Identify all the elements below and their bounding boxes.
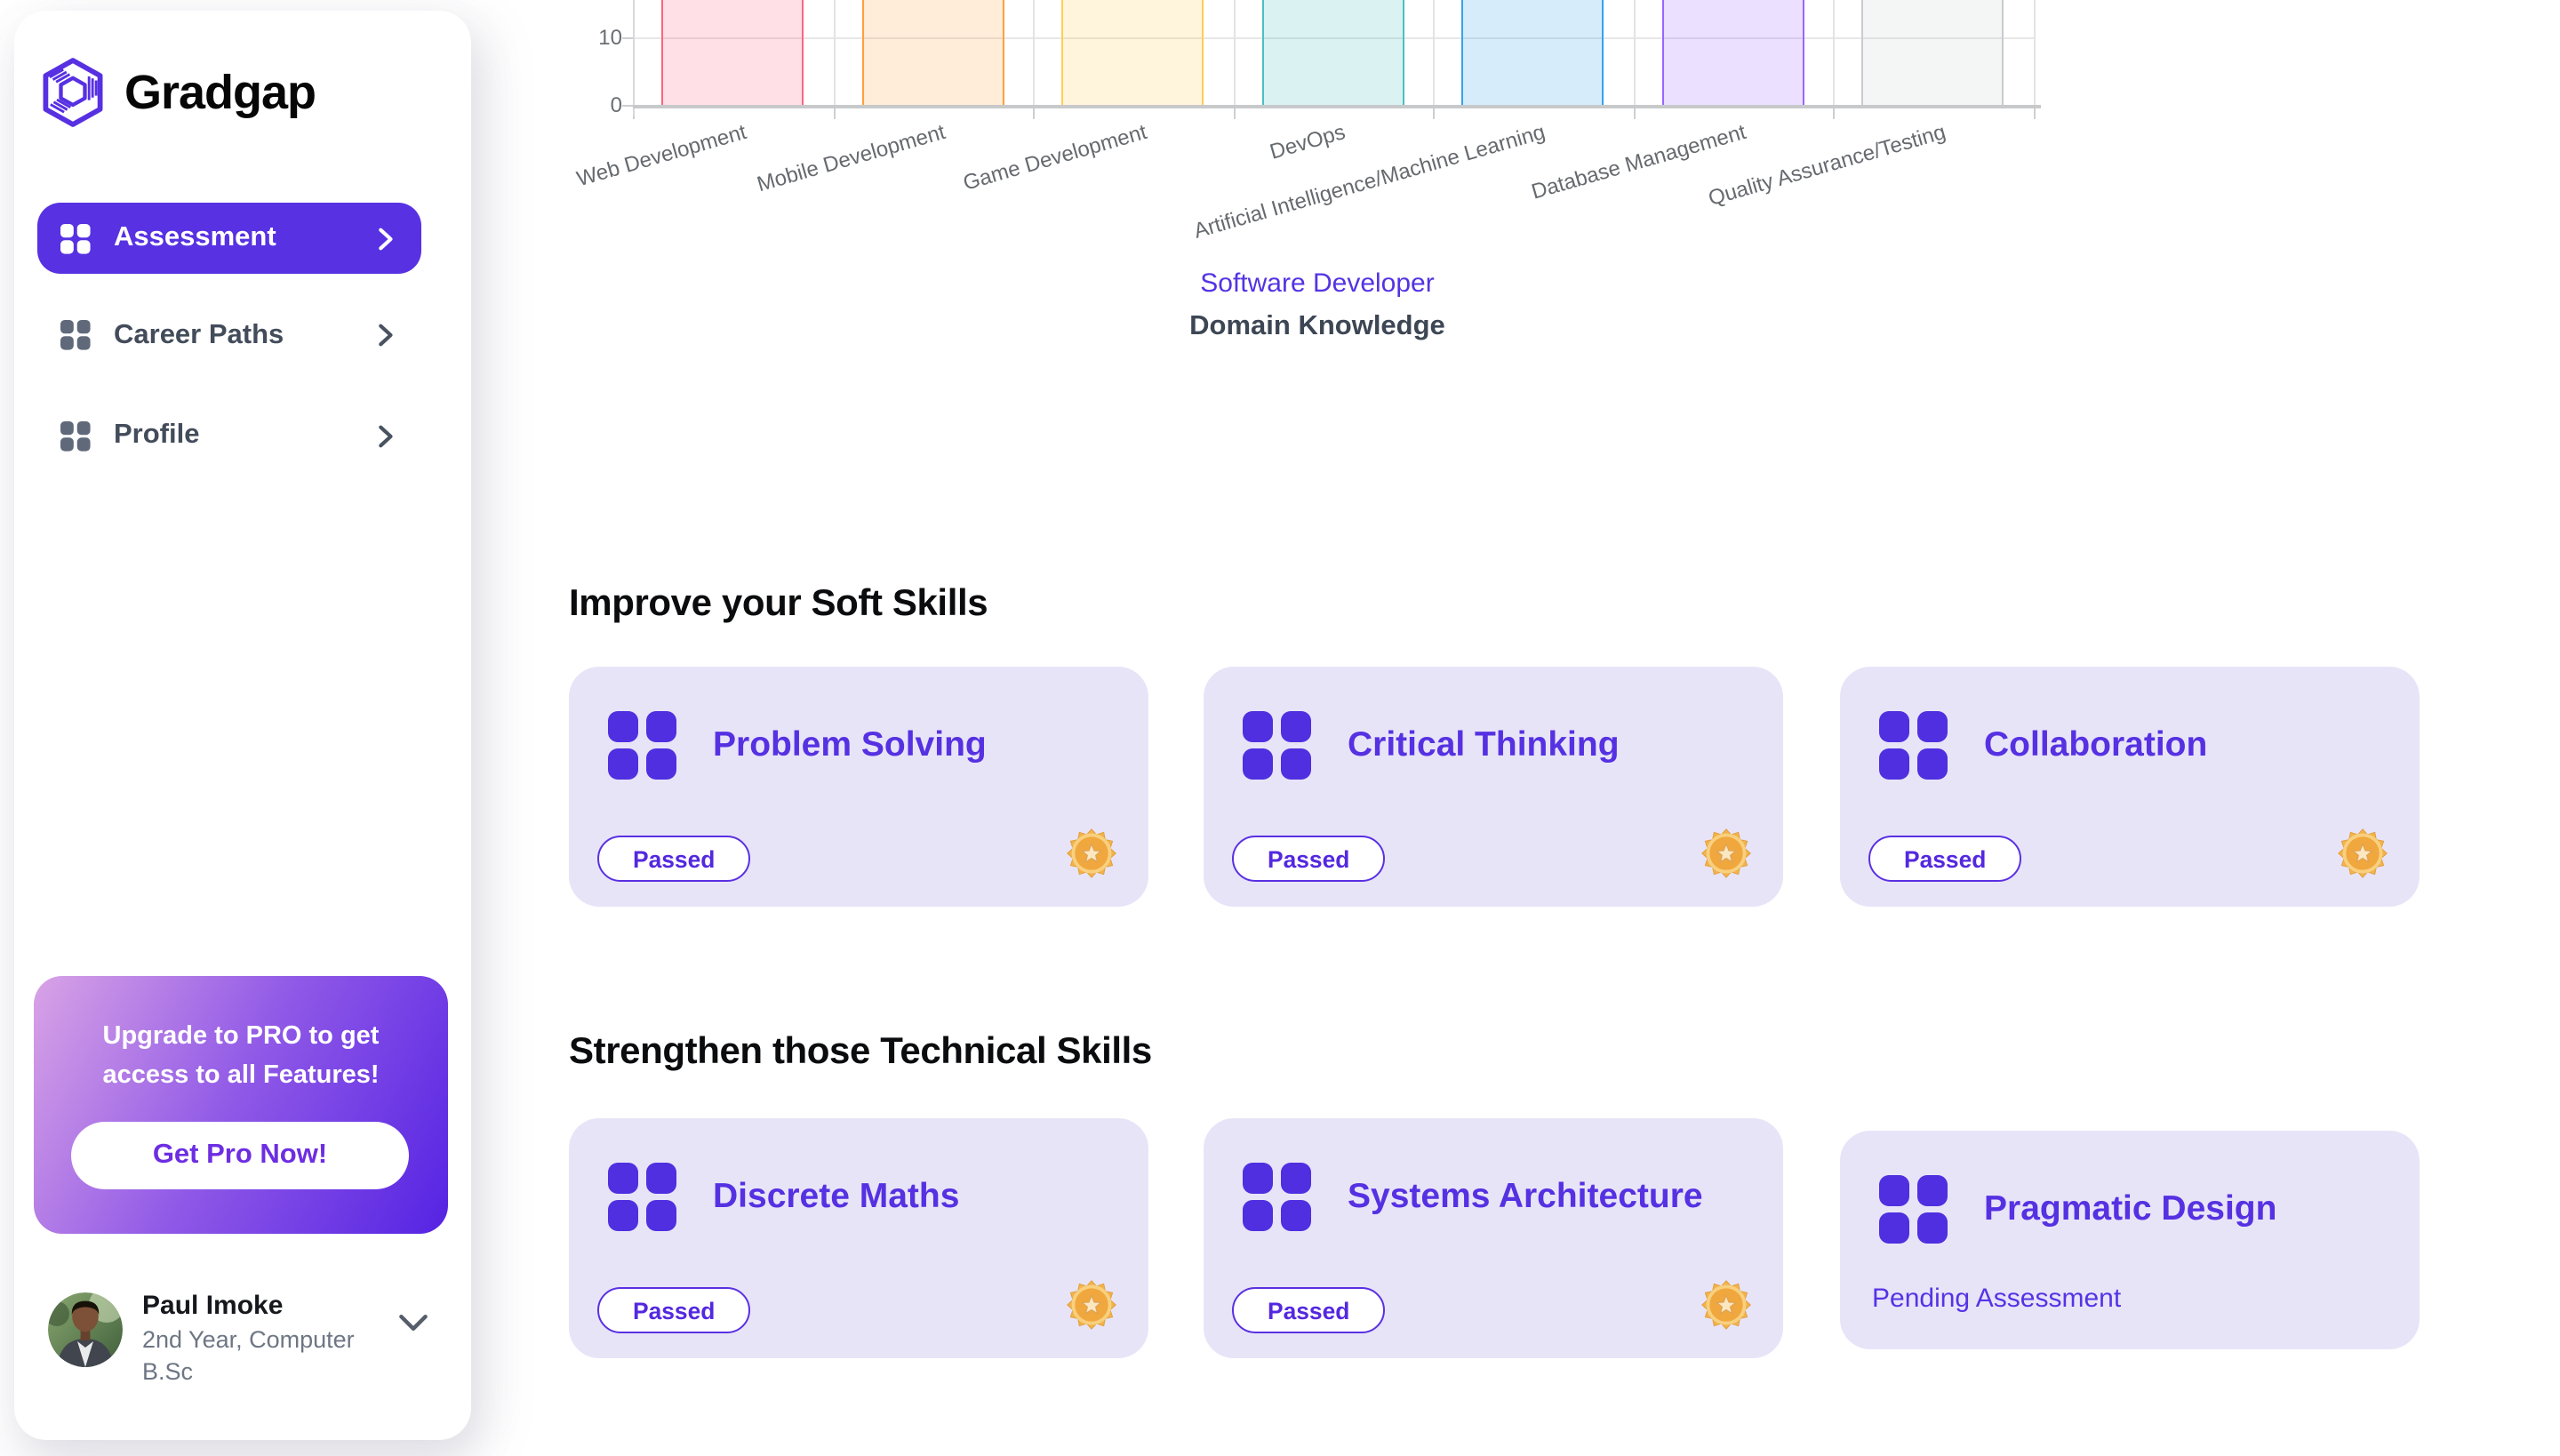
x-tick-label-game-development: Game Development — [959, 119, 1149, 196]
gridline-x — [1433, 0, 1435, 105]
bar-database-management — [1661, 0, 1804, 105]
x-tick — [2033, 108, 2035, 119]
skill-card-discrete-maths[interactable]: Discrete Maths Passed — [569, 1118, 1148, 1358]
grid-icon — [608, 1163, 677, 1232]
bar-artificial-intelligence-machine-learning — [1461, 0, 1604, 105]
y-axis-line — [633, 0, 635, 116]
skill-card-title: Systems Architecture — [1348, 1177, 1703, 1216]
sidebar-item-label: Assessment — [114, 222, 276, 252]
bar-web-development — [661, 0, 804, 105]
y-tick — [622, 105, 633, 107]
x-tick — [1233, 108, 1235, 119]
x-tick-label-devops: DevOps — [1268, 119, 1349, 164]
status-badge: Passed — [597, 836, 751, 882]
gradgap-logo-icon — [41, 57, 105, 128]
bar-game-development — [1061, 0, 1204, 105]
grid-icon — [60, 320, 91, 350]
bar-quality-assurance-testing — [1861, 0, 2004, 105]
x-axis-line — [633, 105, 2040, 108]
gridline-y10 — [633, 37, 2033, 39]
legend-item-software-developer[interactable]: Software Developer — [1200, 268, 1435, 299]
chevron-right-icon — [372, 322, 398, 348]
chevron-right-icon — [372, 422, 398, 449]
skill-card-title: Pragmatic Design — [1984, 1189, 2277, 1228]
bar-devops — [1261, 0, 1404, 105]
logo-text: Gradgap — [124, 65, 316, 118]
y-tick — [622, 37, 633, 39]
skill-card-title: Problem Solving — [713, 725, 987, 764]
skill-card-title: Collaboration — [1984, 725, 2208, 764]
skill-card-systems-architecture[interactable]: Systems Architecture Passed — [1204, 1118, 1783, 1358]
chevron-right-icon — [372, 225, 398, 252]
status-badge: Passed — [1232, 836, 1386, 882]
x-tick — [1033, 108, 1035, 119]
get-pro-button[interactable]: Get Pro Now! — [71, 1122, 409, 1189]
upgrade-pro-message: Upgrade to PRO to get access to all Feat… — [102, 1022, 380, 1089]
sidebar-item-label: Career Paths — [114, 319, 284, 349]
domain-knowledge-chart: 10 0 Web Development Mobile Development Game… — [565, 0, 2069, 382]
user-name: Paul Imoke — [142, 1291, 284, 1321]
y-tick-label: 10 — [598, 25, 622, 50]
x-tick — [833, 108, 835, 119]
grid-icon — [1879, 1175, 1948, 1244]
chevron-down-icon — [398, 1310, 428, 1342]
sidebar-item-label: Profile — [114, 420, 200, 450]
skill-card-title: Discrete Maths — [713, 1177, 960, 1216]
gridline-x — [1033, 0, 1035, 105]
sidebar-item-profile[interactable]: Profile — [37, 400, 421, 471]
status-badge: Passed — [1232, 1287, 1386, 1333]
sidebar: Gradgap Assessment Career Paths Profile … — [14, 11, 471, 1440]
grid-icon — [60, 420, 91, 451]
status-pending-text: Pending Assessment — [1872, 1284, 2122, 1314]
x-tick — [1633, 108, 1635, 119]
status-badge: Passed — [597, 1287, 751, 1333]
gridline-x — [2033, 0, 2035, 105]
y-tick-label: 0 — [610, 92, 622, 117]
grid-icon — [1243, 1163, 1312, 1232]
x-tick — [1833, 108, 1835, 119]
medal-icon — [1067, 828, 1116, 878]
skill-card-critical-thinking[interactable]: Critical Thinking Passed — [1204, 667, 1783, 907]
medal-icon — [1701, 828, 1751, 878]
status-badge: Passed — [1868, 836, 2022, 882]
section-heading-technical-skills: Strengthen those Technical Skills — [569, 1031, 1152, 1072]
gridline-x — [1233, 0, 1235, 105]
sidebar-item-assessment[interactable]: Assessment — [37, 203, 421, 274]
user-menu[interactable]: Paul Imoke 2nd Year, Computer B.Sc — [14, 1280, 471, 1390]
chart-title: Domain Knowledge — [1189, 311, 1445, 341]
upgrade-pro-card: Upgrade to PRO to get access to all Feat… — [34, 976, 448, 1234]
skill-card-collaboration[interactable]: Collaboration Passed — [1840, 667, 2420, 907]
grid-icon — [1879, 711, 1948, 780]
avatar — [48, 1292, 123, 1367]
skill-card-pragmatic-design[interactable]: Pragmatic Design Pending Assessment — [1840, 1131, 2420, 1349]
medal-icon — [2338, 828, 2388, 878]
x-tick-label-mobile-development: Mobile Development — [755, 119, 949, 197]
skill-card-problem-solving[interactable]: Problem Solving Passed — [569, 667, 1148, 907]
gridline-x — [1833, 0, 1835, 105]
grid-icon — [1243, 711, 1312, 780]
x-tick-label-artificial-intelligence-machine-learning: Artificial Intelligence/Machine Learning — [1191, 119, 1549, 244]
section-heading-soft-skills: Improve your Soft Skills — [569, 583, 988, 624]
medal-icon — [1701, 1280, 1751, 1330]
user-detail: 2nd Year, Computer B.Sc — [142, 1326, 355, 1384]
medal-icon — [1067, 1280, 1116, 1330]
x-tick — [1433, 108, 1435, 119]
skill-card-title: Critical Thinking — [1348, 725, 1620, 764]
gridline-x — [833, 0, 835, 105]
logo: Gradgap — [41, 57, 316, 128]
chart-legend: Software Developer — [565, 268, 2069, 300]
gridline-x — [1633, 0, 1635, 105]
bar-mobile-development — [861, 0, 1004, 105]
grid-icon — [60, 223, 91, 253]
x-tick-label-web-development: Web Development — [573, 119, 749, 192]
sidebar-item-career-paths[interactable]: Career Paths — [37, 300, 421, 371]
grid-icon — [608, 711, 677, 780]
